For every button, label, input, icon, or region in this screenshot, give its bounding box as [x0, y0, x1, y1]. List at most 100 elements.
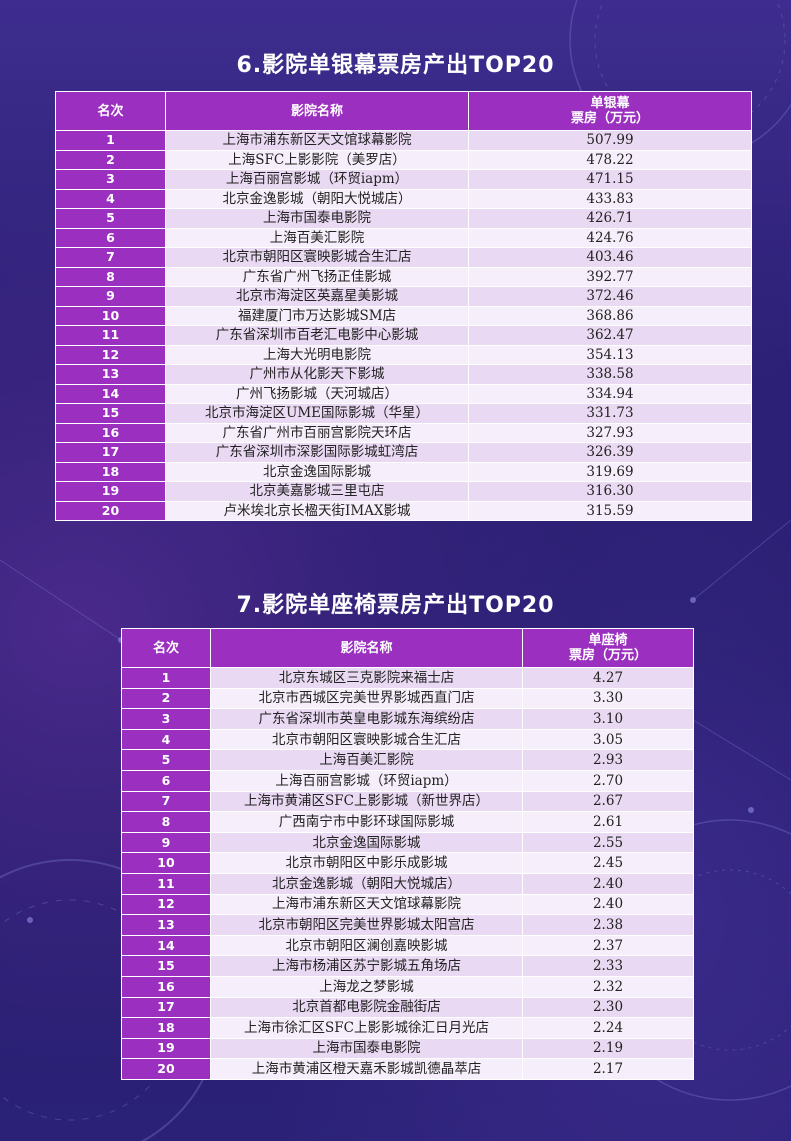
box-office-cell: 2.30	[522, 996, 694, 1019]
cinema-name-cell: 上海市国泰电影院	[165, 208, 469, 229]
rank-cell: 9	[55, 286, 166, 307]
cinema-name-cell: 广西南宁市中影环球国际影城	[210, 811, 523, 833]
table-row: 6 上海百美汇影院 424.76	[55, 227, 752, 248]
box-office-cell: 326.39	[468, 442, 752, 463]
table-row: 14 广州飞扬影城（天河城店） 334.94	[55, 383, 752, 404]
table-row: 18 上海市徐汇区SFC上影影城徐汇日月光店 2.24	[121, 1017, 694, 1039]
table-row: 17 北京首都电影院金融街店 2.30	[121, 996, 694, 1019]
rank-cell: 8	[55, 266, 166, 287]
rank-cell: 11	[55, 325, 166, 346]
table-row: 3 广东省深圳市英皇电影城东海缤纷店 3.10	[121, 708, 694, 730]
rank-cell: 9	[121, 831, 211, 854]
box-office-cell: 3.05	[522, 728, 694, 751]
rank-cell: 10	[55, 305, 166, 326]
box-office-cell: 2.61	[522, 811, 694, 833]
table-row: 15 北京市海淀区UME国际影城（华星） 331.73	[55, 403, 752, 424]
cinema-name-cell: 上海市浦东新区天文馆球幕影院	[210, 893, 523, 916]
rank-cell: 19	[55, 481, 166, 502]
rank-cell: 17	[121, 996, 211, 1019]
rank-cell: 3	[55, 169, 166, 190]
box-office-cell: 338.58	[468, 364, 752, 385]
rank-cell: 1	[55, 130, 166, 151]
cinema-name-cell: 上海市黄浦区橙天嘉禾影城凯德晶萃店	[210, 1058, 523, 1080]
rank-cell: 19	[121, 1037, 211, 1060]
cinema-name-cell: 上海市徐汇区SFC上影影城徐汇日月光店	[210, 1017, 523, 1039]
table-row: 15 上海市杨浦区苏宁影城五角场店 2.33	[121, 955, 694, 977]
cinema-name-cell: 北京市朝阳区澜创嘉映影城	[210, 934, 523, 957]
cinema-name-cell: 卢米埃北京长楹天街IMAX影城	[165, 500, 469, 521]
rank-cell: 18	[55, 461, 166, 482]
cinema-name-cell: 上海百丽宫影城（环贸iapm）	[165, 169, 469, 190]
rank-cell: 2	[55, 149, 166, 170]
rank-cell: 15	[55, 403, 166, 424]
rank-cell: 20	[121, 1058, 211, 1080]
box-office-cell: 2.55	[522, 831, 694, 854]
table-row: 12 上海大光明电影院 354.13	[55, 344, 752, 365]
table-row: 1 上海市浦东新区天文馆球幕影院 507.99	[55, 130, 752, 151]
box-office-cell: 2.93	[522, 749, 694, 771]
name-column-header: 影院名称	[210, 628, 523, 668]
box-office-cell: 424.76	[468, 227, 752, 248]
cinema-name-cell: 上海市浦东新区天文馆球幕影院	[165, 130, 469, 151]
cinema-name-cell: 广州市从化影天下影城	[165, 364, 469, 385]
rank-cell: 12	[55, 344, 166, 365]
name-column-header: 影院名称	[165, 91, 469, 131]
box-office-cell: 372.46	[468, 286, 752, 307]
section-title-screen: 6.影院单银幕票房产出TOP20	[236, 53, 555, 78]
rank-cell: 13	[55, 364, 166, 385]
table-row: 2 上海SFC上影影院（美罗店） 478.22	[55, 149, 752, 170]
table-row: 13 北京市朝阳区完美世界影城太阳宫店 2.38	[121, 914, 694, 936]
box-office-cell: 2.24	[522, 1017, 694, 1039]
cinema-name-cell: 广东省广州飞扬正佳影城	[165, 266, 469, 287]
box-office-cell: 2.17	[522, 1058, 694, 1080]
table-row: 10 北京市朝阳区中影乐成影城 2.45	[121, 852, 694, 874]
cinema-name-cell: 北京金逸影城（朝阳大悦城店）	[210, 872, 523, 895]
rank-cell: 17	[55, 442, 166, 463]
value-header-line2: 票房（万元）	[568, 648, 647, 663]
rank-cell: 16	[121, 975, 211, 998]
rank-cell: 8	[121, 811, 211, 833]
rank-cell: 20	[55, 500, 166, 521]
value-column-header: 单座椅 票房（万元）	[522, 628, 694, 668]
value-column-header: 单银幕 票房（万元）	[468, 91, 752, 131]
table-row: 2 北京市西城区完美世界影城西直门店 3.30	[121, 687, 694, 710]
rank-cell: 2	[121, 687, 211, 710]
cinema-name-cell: 福建厦门市万达影城SM店	[165, 305, 469, 326]
box-office-cell: 4.27	[522, 667, 694, 689]
rank-cell: 14	[121, 934, 211, 957]
table-row: 12 上海市浦东新区天文馆球幕影院 2.40	[121, 893, 694, 916]
box-office-cell: 331.73	[468, 403, 752, 424]
box-office-cell: 2.38	[522, 914, 694, 936]
cinema-name-cell: 上海龙之梦影城	[210, 975, 523, 998]
table-row: 18 北京金逸国际影城 319.69	[55, 461, 752, 482]
cinema-name-cell: 上海市国泰电影院	[210, 1037, 523, 1060]
box-office-cell: 471.15	[468, 169, 752, 190]
box-office-cell: 334.94	[468, 383, 752, 404]
cinema-name-cell: 北京市海淀区英嘉星美影城	[165, 286, 469, 307]
table-row: 16 上海龙之梦影城 2.32	[121, 975, 694, 998]
box-office-cell: 354.13	[468, 344, 752, 365]
table-row: 9 北京金逸国际影城 2.55	[121, 831, 694, 854]
rank-cell: 10	[121, 852, 211, 874]
box-office-cell: 315.59	[468, 500, 752, 521]
table-row: 3 上海百丽宫影城（环贸iapm） 471.15	[55, 169, 752, 190]
cinema-name-cell: 北京市西城区完美世界影城西直门店	[210, 687, 523, 710]
box-office-cell: 319.69	[468, 461, 752, 482]
box-office-cell: 2.45	[522, 852, 694, 874]
rank-cell: 5	[121, 749, 211, 771]
cinema-name-cell: 北京金逸影城（朝阳大悦城店）	[165, 188, 469, 209]
rank-cell: 3	[121, 708, 211, 730]
cinema-name-cell: 北京市朝阳区寰映影城合生汇店	[165, 247, 469, 268]
cinema-name-cell: 广东省深圳市英皇电影城东海缤纷店	[210, 708, 523, 730]
cinema-name-cell: 上海大光明电影院	[165, 344, 469, 365]
cinema-name-cell: 广东省深圳市深影国际影城虹湾店	[165, 442, 469, 463]
table-row: 1 北京东城区三克影院来福士店 4.27	[121, 667, 694, 689]
value-header-line1: 单银幕	[590, 96, 630, 111]
rank-cell: 4	[121, 728, 211, 751]
box-office-cell: 362.47	[468, 325, 752, 346]
table-row: 6 上海百丽宫影城（环贸iapm） 2.70	[121, 769, 694, 792]
table-row: 5 上海市国泰电影院 426.71	[55, 208, 752, 229]
rank-cell: 6	[55, 227, 166, 248]
cinema-name-cell: 上海SFC上影影院（美罗店）	[165, 149, 469, 170]
table-row: 7 北京市朝阳区寰映影城合生汇店 403.46	[55, 247, 752, 268]
